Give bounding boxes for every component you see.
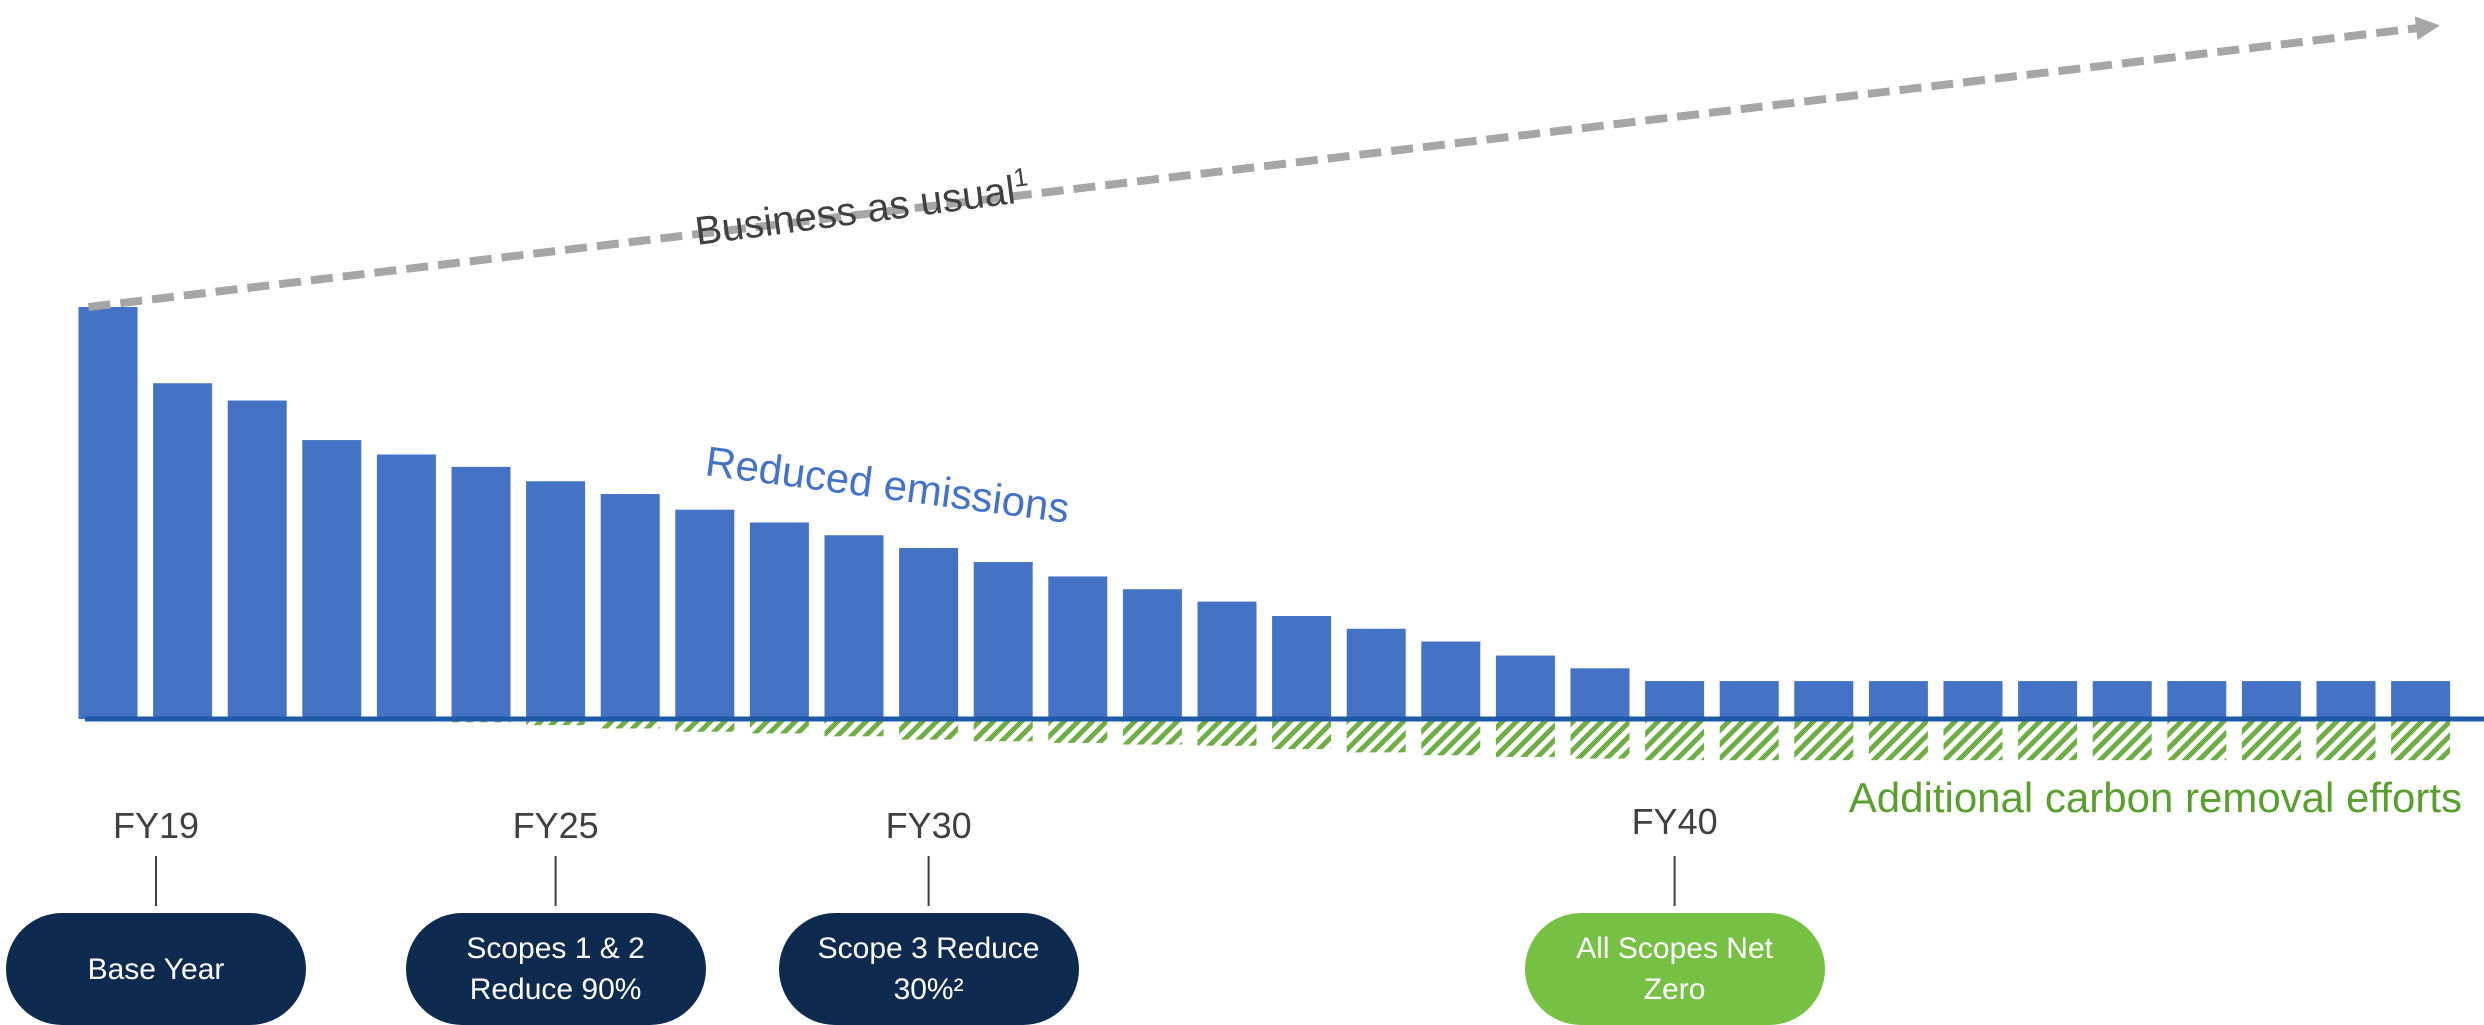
removal-bar [2241,719,2301,761]
carbon-removal-label: Additional carbon removal efforts [1849,774,2462,821]
emission-bar [1794,681,1854,719]
emission-bar [973,562,1033,719]
removal-bar [600,719,660,729]
removal-bar [1272,719,1332,750]
tick-label: FY40 [1632,801,1718,842]
removal-bar [1570,719,1630,759]
milestone-pill: Scope 3 Reduce 30%² [778,913,1079,1025]
removal-bar [899,719,959,740]
tick-label: FY19 [113,805,199,846]
milestone-pill: Base Year [6,913,306,1025]
emission-bar [153,383,213,719]
removal-bar [2316,719,2376,761]
emission-bar [451,466,511,719]
tick-label: FY30 [886,805,972,846]
removal-bar [1122,719,1182,745]
removal-bar [1421,719,1481,756]
emission-bar [1495,655,1555,719]
emission-bar [78,307,138,719]
x-axis-ticks: FY19 FY25 FY30 FY40 [113,801,1718,906]
emission-bar [2391,681,2451,719]
removal-bars [451,719,2451,761]
emission-bar [2167,681,2227,719]
removal-bar [1346,719,1406,753]
business-as-usual-label: Business as usual1 [692,161,1032,254]
emission-bar [2316,681,2376,719]
emission-bar [1943,681,2003,719]
emission-bars [78,307,2451,719]
milestone-label: All Scopes Net Zero [1576,932,1773,1006]
emission-bar [675,509,735,719]
removal-bar [2167,719,2227,761]
emission-bar [1421,641,1481,719]
removal-bar [1943,719,2003,761]
removal-bar [1048,719,1108,743]
removal-bar [824,719,884,737]
emission-bar [1868,681,1928,719]
removal-bar [2391,719,2451,761]
emission-bar [1346,628,1406,719]
removal-bar [1645,719,1705,761]
milestone-label: Scope 3 Reduce 30%² [817,932,1040,1006]
business-as-usual-line [88,16,2440,311]
removal-bar [1495,719,1555,757]
emission-bar [302,440,362,719]
emission-bar [1719,681,1779,719]
removal-bar [973,719,1033,742]
emission-bar [824,535,884,719]
reduced-emissions-label: Reduced emissions [703,437,1073,531]
removal-bar [526,719,586,726]
milestone-label: Base Year [87,952,225,986]
emission-bar [2018,681,2078,719]
emission-bar [749,522,809,719]
emission-bar [899,548,959,719]
removal-bar [2092,719,2152,761]
emission-bar [1570,668,1630,719]
emission-bar [2092,681,2152,719]
emission-bar [227,400,287,719]
emission-bar [526,481,586,719]
removal-bar [1794,719,1854,761]
emission-bar [2241,681,2301,719]
emission-bar [1645,681,1705,719]
milestone-label: Scopes 1 & 2 Reduce 90% [466,932,645,1006]
removal-bar [1868,719,1928,761]
removal-bar [675,719,735,732]
emission-bar [1197,601,1257,719]
emission-bar [376,454,436,719]
milestone-pill: All Scopes Net Zero [1524,913,1825,1025]
removal-bar [1197,719,1257,746]
emission-bar [1048,576,1108,719]
emission-bar [1122,589,1182,719]
removal-bar [2018,719,2078,761]
removal-bar [1719,719,1779,761]
removal-bar [749,719,809,734]
milestone-pill: Scopes 1 & 2 Reduce 90% [405,913,706,1025]
emission-bar [600,494,660,719]
tick-label: FY25 [513,805,599,846]
emission-bar [1272,616,1332,719]
